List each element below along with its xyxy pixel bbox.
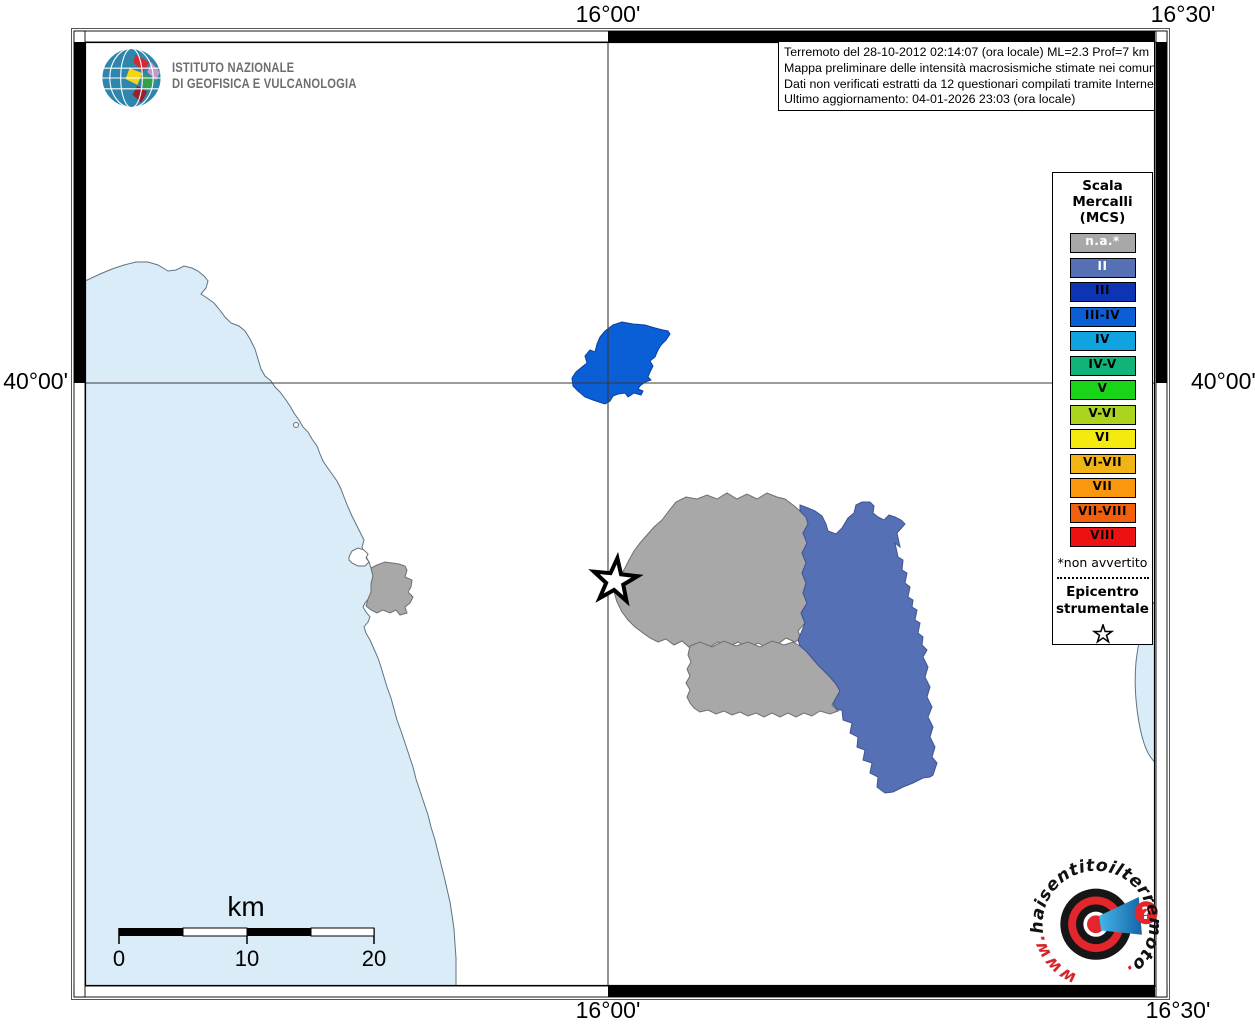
legend-epicenter-line: Epicentro (1066, 583, 1139, 600)
legend-title: Scala Mercalli (MCS) (1072, 178, 1132, 226)
region-east (797, 501, 938, 794)
ingv-name-line2: DI GEOFISICA E VULCANOLOGIA (172, 75, 357, 91)
legend-swatch: VIII (1069, 527, 1136, 547)
epicenter-star (588, 551, 644, 607)
legend-swatch: III (1069, 282, 1136, 302)
axis-label-bottom-16-30: 16°30' (1146, 997, 1211, 1023)
legend-title-line: Mercalli (1072, 194, 1133, 210)
legend-swatch: IV (1069, 331, 1136, 351)
megaphone-icon (1099, 897, 1142, 935)
legend-swatch: II (1069, 257, 1136, 278)
legend-swatch: III-IV (1069, 306, 1136, 327)
islet-dot (293, 422, 299, 428)
legend-title-line: Scala (1082, 178, 1123, 194)
region-center-large (613, 492, 809, 649)
legend-swatch: V (1069, 380, 1136, 400)
legend-footnote: *non avvertito (1057, 554, 1148, 570)
legend-swatch: n.a.* (1069, 233, 1136, 253)
legend-swatch-list: n.a.* II III III-IV IV IV-V V V-VI VI VI-VII VII VI… (1069, 233, 1136, 552)
question-mark: ? (1141, 903, 1151, 923)
axis-label-right-40-00: 40°00' (1191, 368, 1255, 394)
epicenter-star-icon (1091, 623, 1114, 644)
axis-label-bottom-16-00: 16°00' (576, 997, 641, 1023)
legend-swatch: IV-V (1069, 355, 1136, 376)
map-frame (71, 28, 1170, 1000)
axis-label-top-16-30: 16°30' (1151, 1, 1216, 27)
sea-polygon (85, 261, 457, 986)
legend-epicenter-line: strumentale (1056, 600, 1149, 617)
question-badge-icon: ? (1134, 901, 1158, 925)
legend-swatch: VI-VII (1069, 453, 1136, 474)
scale-bar-unit: km (227, 891, 264, 922)
scale-bar-tick-20: 20 (362, 946, 386, 971)
scale-bar-tick-10: 10 (235, 946, 259, 971)
event-info-line: Mappa preliminare delle intensità macros… (784, 60, 1155, 75)
legend-title-line: (MCS) (1079, 210, 1126, 226)
ingv-logo: ISTITUTO NAZIONALE DI GEOFISICA E VULCAN… (100, 46, 394, 110)
ingv-name-line1: ISTITUTO NAZIONALE (172, 60, 295, 75)
event-info-line: Terremoto del 28-10-2012 02:14:07 (ora l… (784, 45, 1150, 59)
legend-swatch: VI (1069, 429, 1136, 449)
ingv-wordmark: ISTITUTO NAZIONALE DI GEOFISICA E VULCAN… (172, 61, 357, 90)
scale-bar: km 0 10 20 (113, 891, 386, 971)
mcs-legend: Scala Mercalli (MCS) n.a.* II III III-IV IV I… (1052, 172, 1153, 645)
scale-bar-tick-0: 0 (113, 946, 125, 971)
axis-label-top-16-00: 16°00' (576, 1, 641, 27)
legend-swatch: VII-VIII (1069, 502, 1136, 523)
haisentitoilterremoto-logo: ? www.haisentitoilterremoto.it (1030, 851, 1164, 987)
axis-label-left-40-00: 40°00' (3, 368, 68, 394)
islet-outline (348, 547, 370, 567)
legend-swatch: V-VI (1069, 404, 1136, 425)
event-info-box: Terremoto del 28-10-2012 02:14:07 (ora l… (778, 41, 1155, 111)
legend-epicenter-label: Epicentro strumentale (1056, 584, 1149, 618)
region-coastal (365, 561, 414, 616)
event-info-line: Ultimo aggiornamento: 04-01-2026 23:03 (… (784, 92, 1076, 107)
ingv-globe-icon (101, 47, 162, 109)
legend-swatch: VII (1069, 478, 1136, 498)
region-center-south (685, 640, 841, 718)
legend-divider (1056, 576, 1149, 579)
event-info-line: Dati non verificati estratti da 12 quest… (784, 76, 1155, 91)
